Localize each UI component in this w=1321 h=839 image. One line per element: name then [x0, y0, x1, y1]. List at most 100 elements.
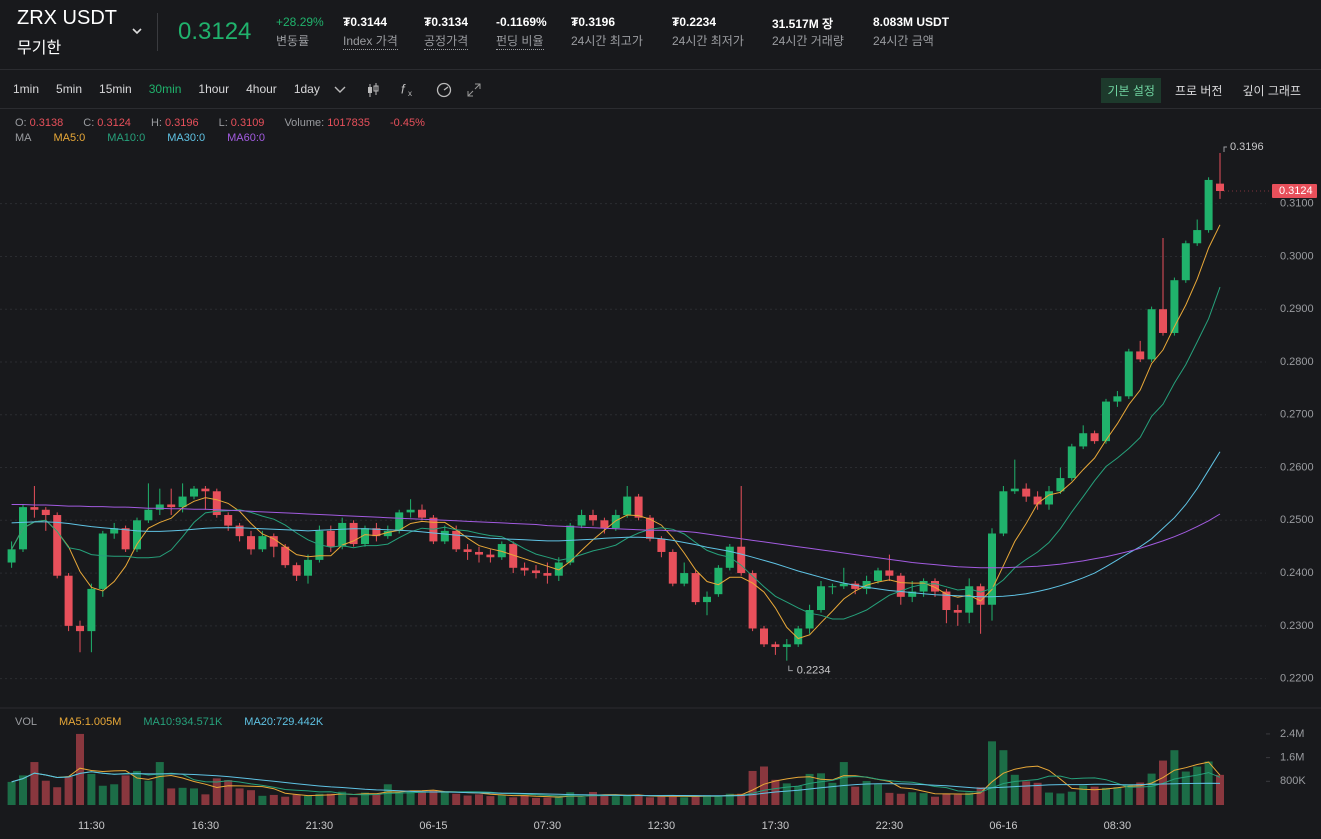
volume-bar — [87, 773, 96, 805]
contract-type: 무기한 — [17, 40, 62, 57]
symbol[interactable]: ZRX USDT — [17, 7, 117, 29]
x-tick-label: 07:30 — [534, 820, 562, 832]
volume-bar — [589, 791, 597, 805]
x-tick-label: 06-16 — [989, 820, 1017, 832]
stat-value: ₮0.2234 — [672, 15, 717, 29]
volume-bar — [497, 794, 506, 805]
view-tab[interactable]: 기본 설정 — [1101, 78, 1161, 103]
candle-body — [1181, 243, 1190, 281]
volume-bar — [258, 795, 267, 805]
interval-button[interactable]: 5min — [56, 82, 83, 96]
volume-bar — [349, 797, 358, 805]
candle-body — [1159, 309, 1167, 333]
y-tick-label: 800K — [1280, 775, 1306, 787]
candle-body — [1113, 396, 1122, 402]
volume-bar — [919, 793, 928, 805]
stat-label: 펀딩 비율 — [496, 32, 544, 50]
stat-label-text: 변동률 — [276, 34, 310, 48]
candle-body — [611, 515, 620, 529]
candle-body — [623, 496, 632, 516]
candle-body — [395, 512, 404, 531]
x-tick-label: 21:30 — [306, 820, 334, 832]
volume-bar — [212, 778, 221, 805]
candle-body — [463, 549, 472, 552]
candle-body — [383, 530, 392, 537]
candle-body — [919, 580, 928, 592]
interval-button[interactable]: 4hour — [246, 82, 277, 96]
y-tick-label: 0.3100 — [1280, 198, 1314, 210]
candle-body — [1079, 433, 1088, 447]
legend-text: MA20:729.442K — [244, 716, 324, 728]
y-tick-label: 0.2300 — [1280, 620, 1314, 632]
legend-text: MA — [15, 132, 32, 144]
y-tick-label: 0.2700 — [1280, 409, 1314, 421]
candle-body — [737, 546, 746, 574]
legend-text: Volume: — [284, 117, 324, 129]
candle-body — [680, 573, 689, 584]
interval-button[interactable]: 1min — [13, 82, 40, 96]
x-tick-label: 16:30 — [192, 820, 220, 832]
volume-bar — [76, 733, 84, 805]
interval-button[interactable]: 1hour — [198, 82, 230, 96]
legend-text: 0.3138 — [30, 117, 64, 129]
candle-body — [577, 515, 586, 526]
legend-text: MA60:0 — [227, 132, 265, 144]
x-tick-label: 22:30 — [876, 820, 904, 832]
symbol-dropdown[interactable] — [131, 26, 143, 36]
volume-bar — [646, 797, 654, 805]
volume-bar — [703, 795, 711, 805]
volume-bar — [167, 788, 176, 805]
candle-body — [691, 573, 700, 603]
volume-bar — [247, 790, 255, 805]
candle-body — [999, 491, 1008, 534]
candle-body — [1045, 491, 1053, 505]
candle-body — [178, 496, 187, 508]
volume-bar — [110, 784, 119, 805]
candle-body — [839, 583, 848, 587]
candle-body — [714, 567, 723, 595]
view-tab[interactable]: 깊이 그래프 — [1242, 84, 1301, 98]
volume-bar — [714, 796, 723, 805]
candle-body — [646, 517, 654, 539]
view-tabs: 기본 설정 프로 버전 깊이 그래프 — [1101, 78, 1307, 103]
candle-body — [520, 567, 529, 571]
volume-bar — [953, 794, 962, 805]
view-tab[interactable]: 프로 버전 — [1174, 84, 1223, 98]
stat-value: 31.517M 장 — [772, 17, 834, 31]
y-tick-label: 0.2500 — [1280, 514, 1314, 526]
candle-body — [896, 575, 905, 597]
ma-line — [11, 286, 1221, 620]
interval-button[interactable]: 30min — [148, 82, 182, 96]
volume-bar — [611, 796, 620, 805]
stat-value: ₮0.3196 — [571, 15, 616, 29]
x-tick-label: 08:30 — [1104, 820, 1132, 832]
legend-text: 0.3109 — [231, 117, 265, 129]
candle-body — [600, 520, 609, 529]
legend-text: C: — [83, 117, 94, 129]
stat-label-text: 24시간 최저가 — [672, 34, 744, 48]
volume-bar — [292, 794, 301, 805]
stat-label: 변동률 — [276, 32, 309, 49]
candle-body — [566, 525, 575, 563]
volume-bar — [1204, 761, 1213, 805]
candle-body — [942, 591, 951, 611]
volume-bar — [304, 795, 312, 805]
y-tick-label: 0.3000 — [1280, 250, 1314, 262]
high-pointer — [1223, 146, 1227, 153]
candle-body — [155, 504, 164, 510]
volume-bar — [554, 797, 563, 805]
interval-button[interactable]: 1day — [293, 82, 320, 96]
volume-bar — [1193, 766, 1202, 805]
interval-button[interactable]: 15min — [99, 82, 132, 96]
candle-body — [440, 530, 449, 542]
ma-line — [11, 451, 1221, 598]
volume-bar — [600, 795, 609, 805]
candle-body — [1170, 280, 1179, 333]
y-tick-label: 0.2200 — [1280, 673, 1314, 685]
candle-body — [1204, 179, 1213, 231]
candle-body — [247, 536, 255, 550]
candle-body — [828, 586, 837, 588]
volume-bar — [931, 796, 939, 805]
